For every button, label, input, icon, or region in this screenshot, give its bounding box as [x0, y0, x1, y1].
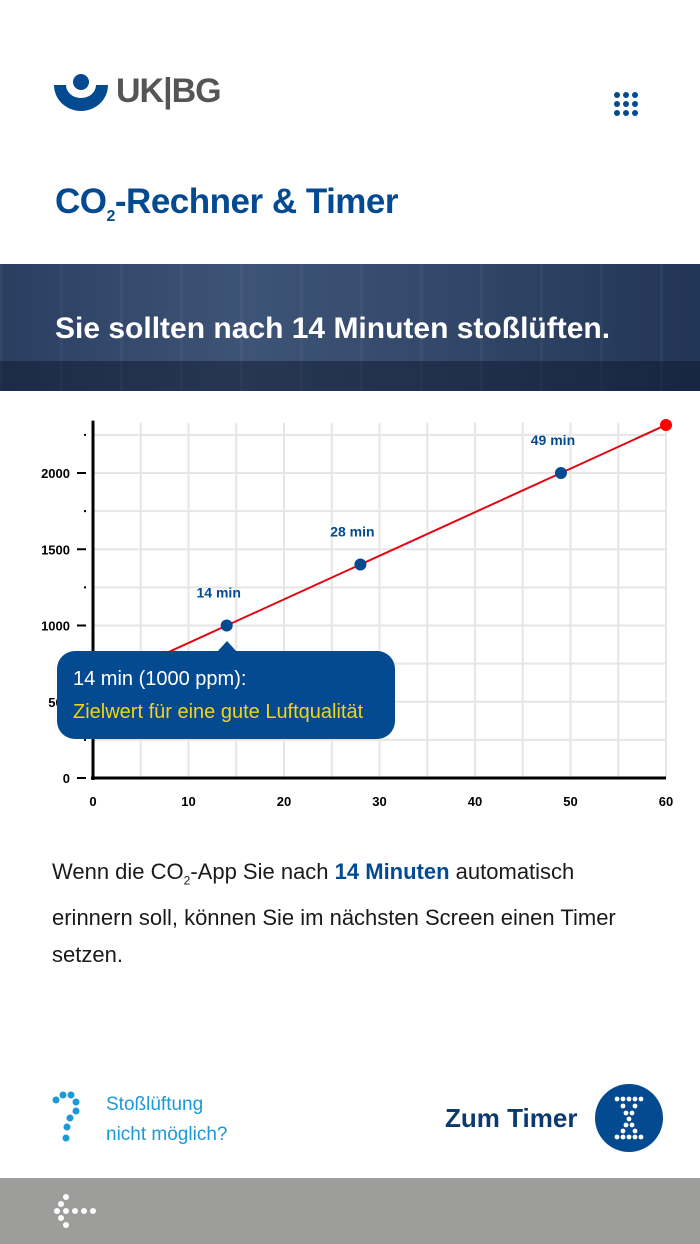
y-tick-label: 1500 — [41, 542, 70, 557]
logo-emblem-icon — [54, 73, 108, 111]
ukbg-logo[interactable]: UK|BG — [54, 72, 222, 111]
x-tick-label: 40 — [468, 794, 482, 809]
y-minor-tick — [84, 586, 86, 589]
y-tick-label: 0 — [63, 771, 70, 786]
chart-tooltip: 14 min (1000 ppm): Zielwert für eine gut… — [57, 641, 395, 739]
hero-banner: Sie sollten nach 14 Minuten stoßlüften. — [0, 264, 700, 391]
grid-menu-icon[interactable] — [614, 92, 638, 116]
hourglass-icon[interactable] — [595, 1084, 664, 1152]
logo-text: UK|BG — [116, 72, 222, 110]
zum-timer-button[interactable]: Zum Timer — [445, 1084, 664, 1152]
help-label-line2: nicht möglich? — [106, 1124, 228, 1145]
y-tick-label: 2000 — [41, 466, 70, 481]
info-text: Wenn die CO2-App Sie nach 14 Minuten aut… — [52, 859, 616, 968]
footer-bar — [0, 1178, 700, 1244]
data-point — [354, 558, 367, 571]
x-tick-label: 20 — [277, 794, 291, 809]
y-tick-label: 1000 — [41, 619, 70, 634]
page-title: CO2-Rechner & Timer — [55, 182, 399, 225]
x-tick-label: 0 — [89, 794, 96, 809]
y-minor-tick — [84, 510, 86, 513]
question-mark-icon — [52, 1091, 80, 1142]
data-point — [220, 619, 233, 632]
tooltip-title: 14 min (1000 ppm): — [73, 668, 247, 690]
x-tick-label: 60 — [659, 794, 673, 809]
y-minor-tick — [84, 738, 86, 741]
point-label: 14 min — [197, 585, 241, 601]
tooltip-description: Zielwert für eine gute Luftqualität — [73, 701, 364, 723]
y-minor-tick — [84, 433, 86, 436]
timer-label: Zum Timer — [445, 1102, 578, 1133]
help-link[interactable]: Stoßlüftung nicht möglich? — [52, 1090, 227, 1150]
end-point — [660, 418, 672, 431]
data-point — [554, 467, 567, 479]
x-tick-label: 50 — [563, 794, 577, 809]
point-label: 49 min — [531, 432, 575, 448]
banner-text: Sie sollten nach 14 Minuten stoßlüften. — [55, 312, 611, 345]
back-arrow-icon[interactable] — [54, 1194, 98, 1228]
help-label-line1: Stoßlüftung — [106, 1094, 204, 1115]
x-tick-label: 10 — [181, 794, 195, 809]
point-label: 28 min — [330, 524, 374, 540]
x-tick-label: 30 — [372, 794, 386, 809]
